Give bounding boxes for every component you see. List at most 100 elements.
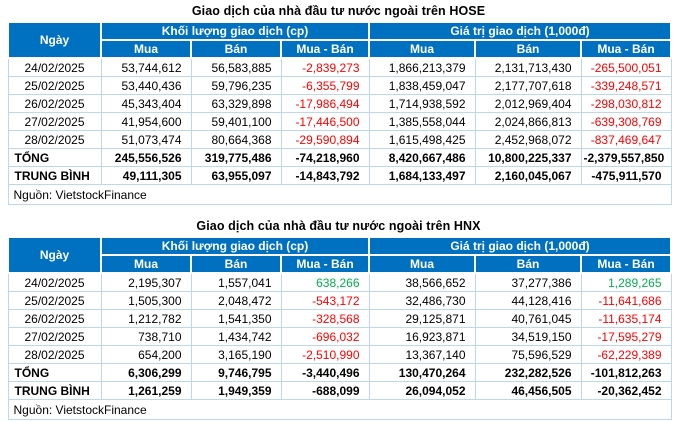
value-cell: 16,923,871 [368, 327, 476, 346]
value-cell: 13,367,140 [368, 345, 476, 364]
hose-table: Ngày Khối lượng giao dịch (cp) Giá trị g… [7, 21, 672, 205]
column-header-volume-net: Mua - Bán [280, 254, 370, 274]
value-cell: 56,583,885 [190, 57, 282, 77]
value-cell: -475,911,570 [580, 166, 672, 185]
table-row: 25/02/2025 53,440,436 59,796,235 -6,355,799… [7, 76, 672, 95]
value-cell: -74,218,960 [280, 148, 370, 167]
source-text: Nguồn: VietstockFinance [7, 399, 672, 420]
value-cell: 9,746,795 [190, 363, 282, 382]
source-text: Nguồn: VietstockFinance [7, 184, 672, 205]
value-cell: 1,684,133,497 [368, 166, 476, 185]
hose-section: Giao dịch của nhà đầu tư nước ngoài trên… [7, 4, 672, 205]
hnx-table-body: 24/02/2025 2,195,307 1,557,041 638,266 38,56… [7, 272, 672, 420]
value-cell: -29,590,894 [280, 130, 370, 149]
value-cell: 738,710 [100, 327, 192, 346]
date-cell: 27/02/2025 [7, 327, 102, 346]
value-cell: 2,024,866,813 [474, 112, 582, 131]
value-cell: -298,030,812 [580, 94, 672, 113]
table-row: 26/02/2025 45,343,404 63,329,898 -17,986,49… [7, 94, 672, 113]
value-cell: 1,838,459,047 [368, 76, 476, 95]
table-row: 28/02/2025 51,073,474 80,664,368 -29,590,89… [7, 130, 672, 149]
source-row: Nguồn: VietstockFinance [7, 184, 672, 205]
value-cell: 53,440,436 [100, 76, 192, 95]
value-cell: 1,866,213,379 [368, 57, 476, 77]
row-label: TRUNG BÌNH [7, 381, 102, 400]
value-cell: 40,761,045 [474, 309, 582, 328]
value-cell: 32,486,730 [368, 291, 476, 310]
column-header-value-buy: Mua [368, 39, 476, 59]
value-cell: 2,452,968,072 [474, 130, 582, 149]
date-cell: 28/02/2025 [7, 345, 102, 364]
value-cell: -688,099 [280, 381, 370, 400]
date-cell: 25/02/2025 [7, 76, 102, 95]
value-cell: 1,434,742 [190, 327, 282, 346]
value-cell: -11,641,686 [580, 291, 672, 310]
hose-table-title: Giao dịch của nhà đầu tư nước ngoài trên… [191, 4, 486, 18]
value-cell: 1,212,782 [100, 309, 192, 328]
value-cell: -2,379,557,850 [580, 148, 672, 167]
date-cell: 26/02/2025 [7, 309, 102, 328]
date-cell: 28/02/2025 [7, 130, 102, 149]
value-cell: 59,401,100 [190, 112, 282, 131]
row-label: TỔNG [7, 363, 102, 382]
value-cell: 63,329,898 [190, 94, 282, 113]
column-group-value: Giá trị giao dịch (1,000đ) [368, 21, 672, 41]
table-row: 25/02/2025 1,505,300 2,048,472 -543,172 32,4… [7, 291, 672, 310]
value-cell: 2,131,713,430 [474, 57, 582, 77]
value-cell: 37,277,386 [474, 272, 582, 292]
column-header-date: Ngày [7, 21, 102, 59]
column-header-value-net: Mua - Bán [580, 254, 672, 274]
value-cell: 63,955,097 [190, 166, 282, 185]
date-cell: 27/02/2025 [7, 112, 102, 131]
average-row: TRUNG BÌNH 49,111,305 63,955,097 -14,843,79… [7, 166, 672, 185]
column-header-volume-buy: Mua [100, 39, 192, 59]
hnx-section: Giao dịch của nhà đầu tư nước ngoài trên… [7, 219, 672, 420]
value-cell: -14,843,792 [280, 166, 370, 185]
hnx-table-title: Giao dịch của nhà đầu tư nước ngoài trên… [196, 219, 481, 233]
value-cell: 245,556,526 [100, 148, 192, 167]
value-cell: 75,596,529 [474, 345, 582, 364]
value-cell: 2,048,472 [190, 291, 282, 310]
column-header-value-sell: Bán [474, 39, 582, 59]
row-label: TỔNG [7, 148, 102, 167]
value-cell: 51,073,474 [100, 130, 192, 149]
value-cell: 1,557,041 [190, 272, 282, 292]
value-cell: -101,812,263 [580, 363, 672, 382]
value-cell: -6,355,799 [280, 76, 370, 95]
value-cell: 8,420,667,486 [368, 148, 476, 167]
value-cell: -11,635,174 [580, 309, 672, 328]
column-header-date: Ngày [7, 236, 102, 274]
value-cell: 2,195,307 [100, 272, 192, 292]
column-header-value-sell: Bán [474, 254, 582, 274]
value-cell: 1,289,265 [580, 272, 672, 292]
value-cell: -62,229,389 [580, 345, 672, 364]
value-cell: 59,796,235 [190, 76, 282, 95]
table-row: 24/02/2025 53,744,612 56,583,885 -2,839,273… [7, 57, 672, 77]
value-cell: 29,125,871 [368, 309, 476, 328]
row-label: TRUNG BÌNH [7, 166, 102, 185]
date-cell: 24/02/2025 [7, 57, 102, 77]
value-cell: 1,261,259 [100, 381, 192, 400]
value-cell: 1,541,350 [190, 309, 282, 328]
column-group-volume: Khối lượng giao dịch (cp) [100, 21, 370, 41]
value-cell: -3,440,496 [280, 363, 370, 382]
value-cell: 130,470,264 [368, 363, 476, 382]
value-cell: 232,282,526 [474, 363, 582, 382]
value-cell: -543,172 [280, 291, 370, 310]
value-cell: 46,456,505 [474, 381, 582, 400]
source-row: Nguồn: VietstockFinance [7, 399, 672, 420]
value-cell: -339,248,571 [580, 76, 672, 95]
value-cell: 654,200 [100, 345, 192, 364]
value-cell: -837,469,647 [580, 130, 672, 149]
table-row: 27/02/2025 41,954,600 59,401,100 -17,446,50… [7, 112, 672, 131]
value-cell: -265,500,051 [580, 57, 672, 77]
value-cell: 6,306,299 [100, 363, 192, 382]
value-cell: 80,664,368 [190, 130, 282, 149]
column-header-volume-net: Mua - Bán [280, 39, 370, 59]
column-header-volume-sell: Bán [190, 254, 282, 274]
value-cell: -328,568 [280, 309, 370, 328]
value-cell: -20,362,452 [580, 381, 672, 400]
hnx-table: Ngày Khối lượng giao dịch (cp) Giá trị g… [7, 236, 672, 420]
average-row: TRUNG BÌNH 1,261,259 1,949,359 -688,099 26,0… [7, 381, 672, 400]
value-cell: -639,308,769 [580, 112, 672, 131]
